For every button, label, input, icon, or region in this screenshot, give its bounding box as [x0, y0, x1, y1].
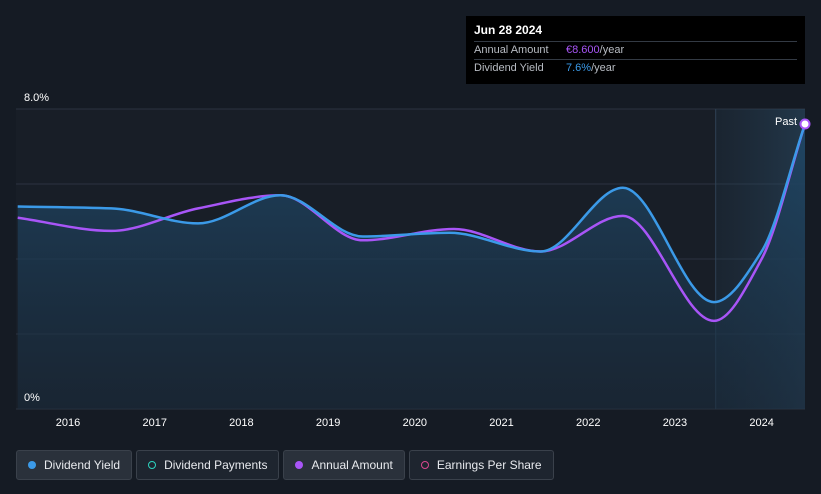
hover-tooltip: Jun 28 2024 Annual Amount €8.600/year Di… — [466, 16, 805, 84]
tooltip-annual-amount-unit: /year — [599, 44, 625, 56]
dividend-yield-line — [17, 123, 807, 304]
tooltip-annual-amount-value: €8.600 — [566, 44, 600, 56]
tooltip-date: Jun 28 2024 — [474, 23, 543, 37]
tooltip-row-dividend-yield: Dividend Yield 7.6%/year — [474, 59, 797, 77]
legend-dividend-payments[interactable]: Dividend Payments — [136, 450, 280, 480]
past-label: Past — [775, 116, 797, 128]
x-tick-label: 2024 — [749, 417, 773, 429]
x-tick-label: 2021 — [489, 417, 513, 429]
tooltip-dividend-yield-value: 7.6% — [566, 62, 592, 74]
dividend-payments-ring-icon — [148, 461, 157, 469]
earnings-per-share-ring-icon — [420, 461, 429, 469]
annual-amount-dot-icon — [295, 461, 304, 469]
x-tick-label: 2023 — [663, 417, 687, 429]
legend-earnings-per-share[interactable]: Earnings Per Share — [408, 450, 554, 480]
legend-label: Dividend Yield — [44, 458, 121, 472]
x-tick-label: 2016 — [56, 417, 80, 429]
x-tick-label: 2019 — [316, 417, 340, 429]
legend-annual-amount[interactable]: Annual Amount — [283, 450, 405, 480]
tooltip-annual-amount-label: Annual Amount — [474, 44, 549, 56]
x-tick-label: 2017 — [142, 417, 166, 429]
x-tick-label: 2022 — [576, 417, 600, 429]
y-tick-label-max: 8.0% — [24, 92, 49, 104]
x-tick-label: 2020 — [403, 417, 427, 429]
legend-label: Annual Amount — [311, 458, 393, 472]
latest-point-marker[interactable] — [799, 118, 811, 130]
x-tick-label: 2018 — [229, 417, 253, 429]
legend-label: Earnings Per Share — [436, 458, 542, 472]
tooltip-row-annual-amount: Annual Amount €8.600/year — [474, 41, 797, 59]
dividend-yield-area — [17, 124, 805, 409]
tooltip-dividend-yield-unit: /year — [591, 62, 616, 74]
legend-dividend-yield[interactable]: Dividend Yield — [16, 450, 133, 480]
y-tick-label-zero: 0% — [24, 392, 40, 404]
dividend-yield-dot-icon — [28, 461, 36, 469]
chart-legend: Dividend Yield Dividend Payments Annual … — [16, 450, 554, 480]
legend-label: Dividend Payments — [164, 458, 268, 472]
annual-amount-line — [17, 123, 807, 323]
tooltip-dividend-yield-label: Dividend Yield — [474, 62, 544, 74]
